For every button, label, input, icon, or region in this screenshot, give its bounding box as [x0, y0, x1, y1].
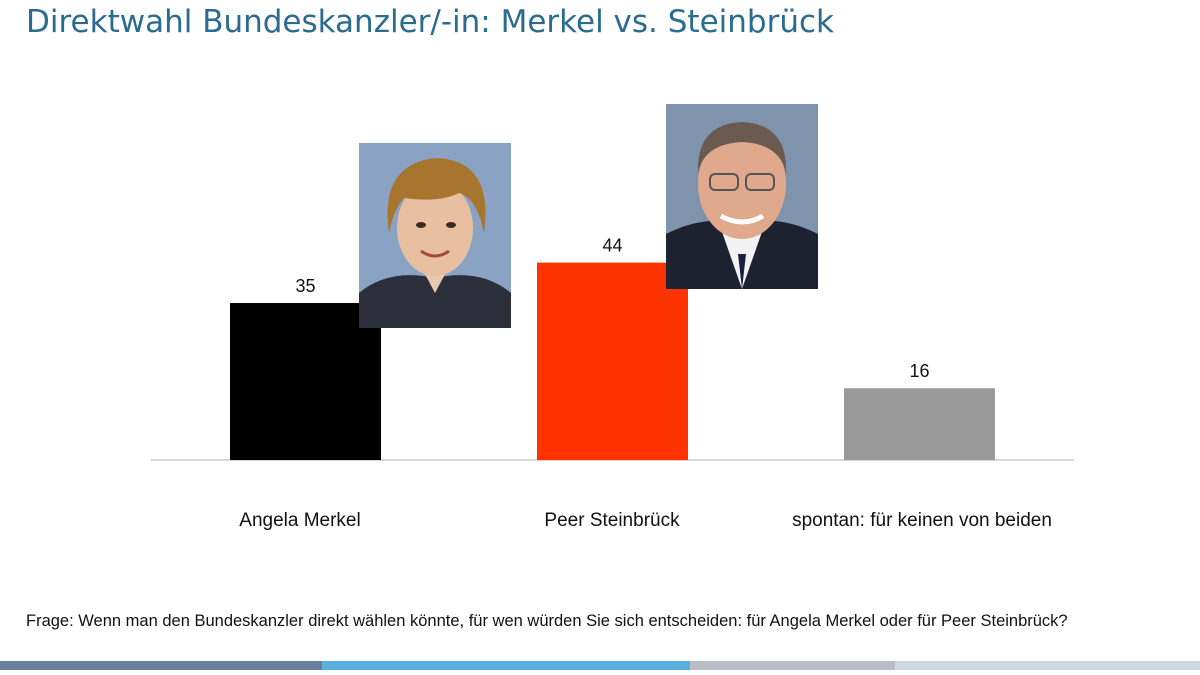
chart-title: Direktwahl Bundeskanzler/-in: Merkel vs.… [26, 4, 834, 40]
question-text: Frage: Wenn man den Bundeskanzler direkt… [26, 612, 1068, 630]
category-label: Peer Steinbrück [544, 510, 680, 531]
footer-stripe-3 [690, 661, 895, 670]
merkel-photo [359, 143, 511, 328]
footer-stripe-2 [322, 661, 690, 670]
bar [537, 262, 688, 460]
data-label: 44 [602, 236, 622, 256]
footer-stripe-1 [0, 661, 322, 670]
data-label: 16 [909, 361, 929, 381]
data-label: 35 [295, 276, 315, 296]
bar [230, 302, 381, 460]
category-label: spontan: für keinen von beiden [792, 510, 1052, 531]
steinbrueck-photo [666, 104, 818, 289]
footer-stripe-4 [895, 661, 1200, 670]
bar [844, 388, 995, 460]
category-label: Angela Merkel [239, 510, 361, 531]
